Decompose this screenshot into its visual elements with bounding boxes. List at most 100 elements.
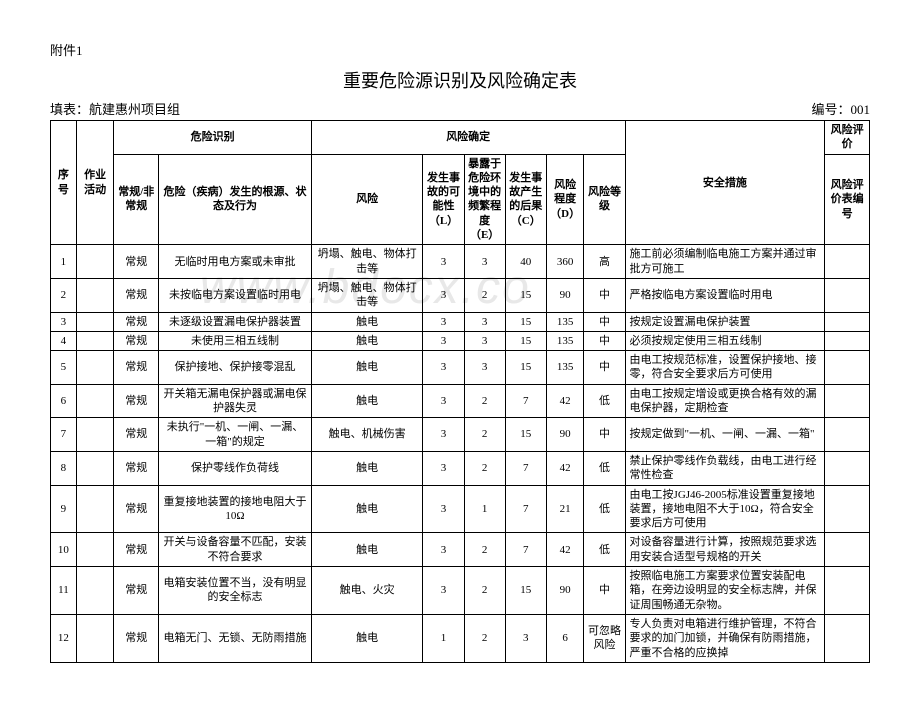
table-cell: 3 (423, 567, 464, 615)
table-cell: 开关箱无漏电保护器或漏电保护器失灵 (159, 384, 312, 418)
table-cell: 中 (584, 418, 625, 452)
th-measure: 安全措施 (625, 121, 825, 245)
table-cell (825, 418, 870, 452)
table-cell (825, 351, 870, 385)
table-cell: 15 (505, 331, 546, 350)
th-l: 发生事故的可能性（L） (423, 154, 464, 245)
table-cell: 3 (464, 245, 505, 279)
table-cell (76, 384, 114, 418)
table-cell: 严格按临电方案设置临时用电 (625, 278, 825, 312)
table-cell (825, 614, 870, 662)
table-cell: 6 (51, 384, 77, 418)
table-row: 3常规未逐级设置漏电保护器装置触电3315135中按规定设置漏电保护装置 (51, 312, 870, 331)
table-cell: 常规 (114, 351, 159, 385)
table-cell: 10 (51, 533, 77, 567)
table-cell: 未使用三相五线制 (159, 331, 312, 350)
table-cell: 15 (505, 312, 546, 331)
table-cell: 按规定设置漏电保护装置 (625, 312, 825, 331)
table-cell (825, 485, 870, 533)
table-cell (76, 533, 114, 567)
page-title: 重要危险源识别及风险确定表 (50, 67, 870, 93)
table-cell: 常规 (114, 485, 159, 533)
fill-label: 填表：航建惠州项目组 (50, 99, 180, 118)
table-cell: 2 (464, 533, 505, 567)
table-cell: 7 (505, 451, 546, 485)
table-cell: 8 (51, 451, 77, 485)
table-cell: 常规 (114, 331, 159, 350)
table-cell (76, 312, 114, 331)
header-row-1: 序号 作业活动 危险识别 风险确定 安全措施 风险评价 (51, 121, 870, 155)
th-e: 暴露于危险环境中的频繁程度（E） (464, 154, 505, 245)
table-cell: 2 (464, 278, 505, 312)
table-cell: 3 (423, 485, 464, 533)
th-level: 风险等级 (584, 154, 625, 245)
table-cell: 3 (505, 614, 546, 662)
th-risk-determination: 风险确定 (311, 121, 625, 155)
table-cell: 专人负责对电箱进行维护管理，不符合要求的加门加锁，并确保有防雨措施，严重不合格的… (625, 614, 825, 662)
table-cell: 施工前必须编制临电施工方案并通过审批方可施工 (625, 245, 825, 279)
table-cell: 15 (505, 418, 546, 452)
table-cell: 90 (546, 278, 584, 312)
table-cell: 电箱安装位置不当，没有明显的安全标志 (159, 567, 312, 615)
table-cell: 开关与设备容量不匹配，安装不符合要求 (159, 533, 312, 567)
th-source: 危险（疾病）发生的根源、状态及行为 (159, 154, 312, 245)
doc-number: 编号：001 (811, 99, 870, 118)
table-cell: 1 (51, 245, 77, 279)
table-row: 7常规未执行"一机、一闸、一漏、一箱"的规定触电、机械伤害321590中按规定做… (51, 418, 870, 452)
table-cell: 12 (51, 614, 77, 662)
table-cell: 保护零线作负荷线 (159, 451, 312, 485)
table-cell: 90 (546, 567, 584, 615)
table-cell: 42 (546, 384, 584, 418)
table-cell: 常规 (114, 384, 159, 418)
table-cell: 常规 (114, 312, 159, 331)
table-cell (825, 451, 870, 485)
header-row: 填表：航建惠州项目组 编号：001 (50, 99, 870, 118)
table-cell: 135 (546, 312, 584, 331)
table-cell: 保护接地、保护接零混乱 (159, 351, 312, 385)
table-cell: 40 (505, 245, 546, 279)
table-row: 10常规开关与设备容量不匹配，安装不符合要求触电32742低对设备容量进行计算，… (51, 533, 870, 567)
table-cell: 6 (546, 614, 584, 662)
table-cell: 42 (546, 533, 584, 567)
attachment-label: 附件1 (50, 40, 870, 59)
table-cell: 触电 (311, 384, 423, 418)
table-row: 4常规未使用三相五线制触电3315135中必须按规定使用三相五线制 (51, 331, 870, 350)
table-cell: 按照临电施工方案要求位置安装配电箱，在旁边设明显的安全标志牌，并保证周围畅通无杂… (625, 567, 825, 615)
th-activity: 作业活动 (76, 121, 114, 245)
table-cell: 低 (584, 384, 625, 418)
table-cell (76, 614, 114, 662)
table-cell: 触电 (311, 312, 423, 331)
table-cell: 低 (584, 533, 625, 567)
table-cell: 常规 (114, 614, 159, 662)
table-cell (825, 567, 870, 615)
table-cell: 3 (423, 451, 464, 485)
table-cell: 4 (51, 331, 77, 350)
table-cell: 90 (546, 418, 584, 452)
table-cell: 42 (546, 451, 584, 485)
table-cell: 5 (51, 351, 77, 385)
table-cell (76, 451, 114, 485)
table-cell: 3 (423, 278, 464, 312)
table-cell: 由电工按规定增设或更换合格有效的漏电保护器，定期检查 (625, 384, 825, 418)
table-cell: 9 (51, 485, 77, 533)
th-c: 发生事故产生的后果（C） (505, 154, 546, 245)
risk-table: 序号 作业活动 危险识别 风险确定 安全措施 风险评价 常规/非常规 危险（疾病… (50, 120, 870, 663)
table-row: 12常规电箱无门、无锁、无防雨措施触电1236可忽略风险专人负责对电箱进行维护管… (51, 614, 870, 662)
table-cell: 1 (423, 614, 464, 662)
table-cell: 低 (584, 451, 625, 485)
table-cell: 2 (464, 614, 505, 662)
th-d: 风险程度（D） (546, 154, 584, 245)
table-cell: 坍塌、触电、物体打击等 (311, 278, 423, 312)
table-cell: 7 (505, 533, 546, 567)
th-identification: 危险识别 (114, 121, 311, 155)
table-cell (825, 331, 870, 350)
table-cell: 对设备容量进行计算，按照规范要求选用安装合适型号规格的开关 (625, 533, 825, 567)
table-cell: 中 (584, 351, 625, 385)
table-cell: 触电 (311, 351, 423, 385)
th-regular: 常规/非常规 (114, 154, 159, 245)
table-cell: 由电工按规范标准，设置保护接地、接零，符合安全要求后方可使用 (625, 351, 825, 385)
table-cell: 未执行"一机、一闸、一漏、一箱"的规定 (159, 418, 312, 452)
table-cell: 中 (584, 312, 625, 331)
table-cell: 7 (505, 384, 546, 418)
table-row: 9常规重复接地装置的接地电阻大于10Ω触电31721低由电工按JGJ46-200… (51, 485, 870, 533)
